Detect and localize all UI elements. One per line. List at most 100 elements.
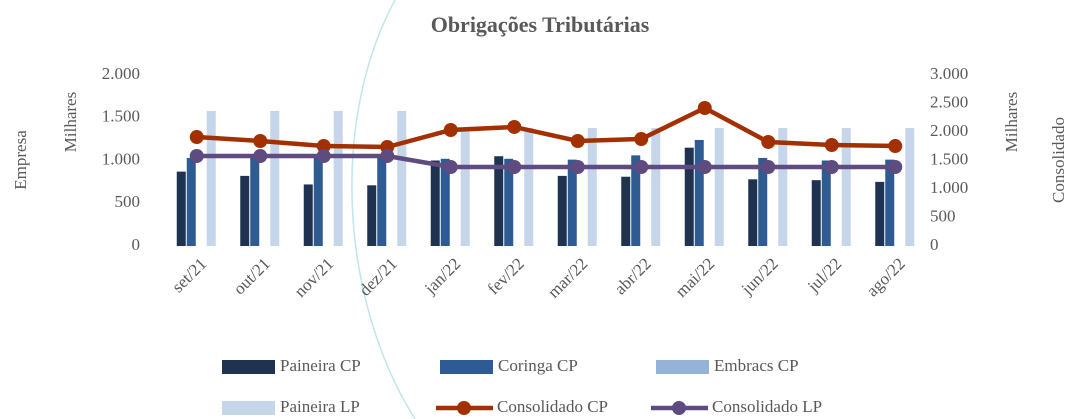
- legend-label: Consolidado CP: [497, 397, 608, 416]
- y2-tick-label: 500: [930, 206, 956, 225]
- y2-tick-label: 0: [930, 235, 939, 254]
- y2-axis-unit: Milhares: [1002, 92, 1021, 152]
- bar: [684, 147, 694, 246]
- legend-label: Consolidado LP: [712, 397, 822, 416]
- bar: [313, 156, 323, 246]
- bar: [494, 156, 504, 246]
- line-marker: [761, 159, 776, 174]
- legend-marker: [672, 401, 686, 415]
- line-marker: [634, 159, 649, 174]
- legend-swatch: [656, 360, 709, 374]
- bar: [651, 128, 661, 246]
- bar: [460, 128, 470, 246]
- y2-tick-label: 2.500: [930, 92, 968, 111]
- bar: [430, 160, 440, 246]
- legend-label: Paineira CP: [280, 356, 361, 375]
- line: [196, 153, 896, 170]
- bar: [748, 179, 758, 246]
- bar: [885, 159, 895, 246]
- y-tick-label: 1.000: [102, 149, 140, 168]
- x-tick-label: jun/22: [737, 254, 782, 299]
- line-marker: [443, 159, 458, 174]
- bar: [250, 156, 260, 246]
- y2-tick-label: 2.000: [930, 121, 968, 140]
- legend-label: Paineira LP: [280, 397, 360, 416]
- y-axis-title: Empresa: [11, 130, 30, 190]
- line-marker: [253, 148, 268, 163]
- bar: [367, 185, 377, 246]
- x-tick-label: mar/22: [544, 254, 591, 301]
- line-marker: [697, 101, 712, 116]
- bar: [240, 175, 250, 246]
- legend-marker: [457, 401, 471, 415]
- y2-axis-title: Consolidado: [1049, 117, 1068, 203]
- line-marker: [507, 119, 522, 134]
- bar: [758, 157, 768, 246]
- line-marker: [189, 148, 204, 163]
- bar: [377, 156, 387, 246]
- legend-swatch: [222, 360, 275, 374]
- y-tick-label: 0: [132, 235, 141, 254]
- bar: [587, 128, 597, 246]
- y-tick-label: 500: [115, 192, 141, 211]
- legend-label: Embracs CP: [714, 356, 799, 375]
- line-marker: [697, 159, 712, 174]
- chart-title: Obrigações Tributárias: [431, 12, 650, 37]
- bar: [557, 175, 567, 246]
- bar: [621, 176, 631, 246]
- bar: [821, 160, 831, 246]
- legend-swatch: [440, 360, 493, 374]
- bar: [303, 184, 313, 246]
- bar: [524, 128, 534, 246]
- bar: [333, 110, 343, 246]
- x-tick-label: out/21: [230, 254, 274, 298]
- line-marker: [761, 134, 776, 149]
- line-marker: [253, 134, 268, 149]
- bar: [504, 158, 514, 246]
- line-marker: [380, 148, 395, 163]
- y-axis-unit: Milhares: [61, 92, 80, 152]
- line: [196, 105, 896, 150]
- y-tick-label: 1.500: [102, 107, 140, 126]
- line-marker: [316, 139, 331, 154]
- legend-label: Coringa CP: [498, 356, 578, 375]
- decor-arc: [351, 0, 416, 419]
- x-tick-label: jul/22: [803, 254, 845, 296]
- x-tick-label: ago/22: [863, 254, 909, 300]
- bar: [905, 128, 915, 246]
- x-tick-label: abr/22: [611, 254, 655, 298]
- bar: [186, 157, 196, 246]
- line-marker: [824, 137, 839, 152]
- line-marker: [507, 159, 522, 174]
- bar: [875, 181, 885, 246]
- y2-tick-label: 1.500: [930, 149, 968, 168]
- line-marker: [634, 132, 649, 147]
- x-tick-label: jan/22: [420, 254, 464, 298]
- line-marker: [570, 159, 585, 174]
- line-marker: [888, 159, 903, 174]
- x-tick-label: fev/22: [484, 254, 528, 298]
- x-tick-label: mai/22: [672, 254, 719, 301]
- bar: [270, 110, 280, 246]
- x-tick-label: dez/21: [355, 254, 400, 299]
- x-tick-label: set/21: [168, 254, 210, 296]
- line-marker: [888, 139, 903, 154]
- bar: [631, 155, 641, 246]
- bar: [397, 110, 407, 246]
- bar: [811, 180, 821, 246]
- line-marker: [443, 123, 458, 138]
- y-tick-label: 2.000: [102, 64, 140, 83]
- bar: [567, 159, 577, 246]
- bar: [440, 158, 450, 246]
- bar: [714, 128, 724, 246]
- bar: [841, 128, 851, 246]
- bar: [778, 128, 788, 246]
- bar: [206, 110, 216, 246]
- line-marker: [316, 148, 331, 163]
- line-marker: [570, 134, 585, 149]
- legend-swatch: [222, 401, 275, 415]
- bar: [176, 171, 186, 246]
- bar: [694, 139, 704, 246]
- x-tick-label: nov/21: [291, 254, 338, 301]
